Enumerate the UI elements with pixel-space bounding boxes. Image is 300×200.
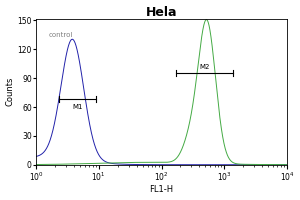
Text: M2: M2 <box>200 64 210 70</box>
Title: Hela: Hela <box>146 6 177 19</box>
X-axis label: FL1-H: FL1-H <box>149 185 174 194</box>
Y-axis label: Counts: Counts <box>6 77 15 106</box>
Text: control: control <box>49 32 73 38</box>
Text: M1: M1 <box>72 104 83 110</box>
